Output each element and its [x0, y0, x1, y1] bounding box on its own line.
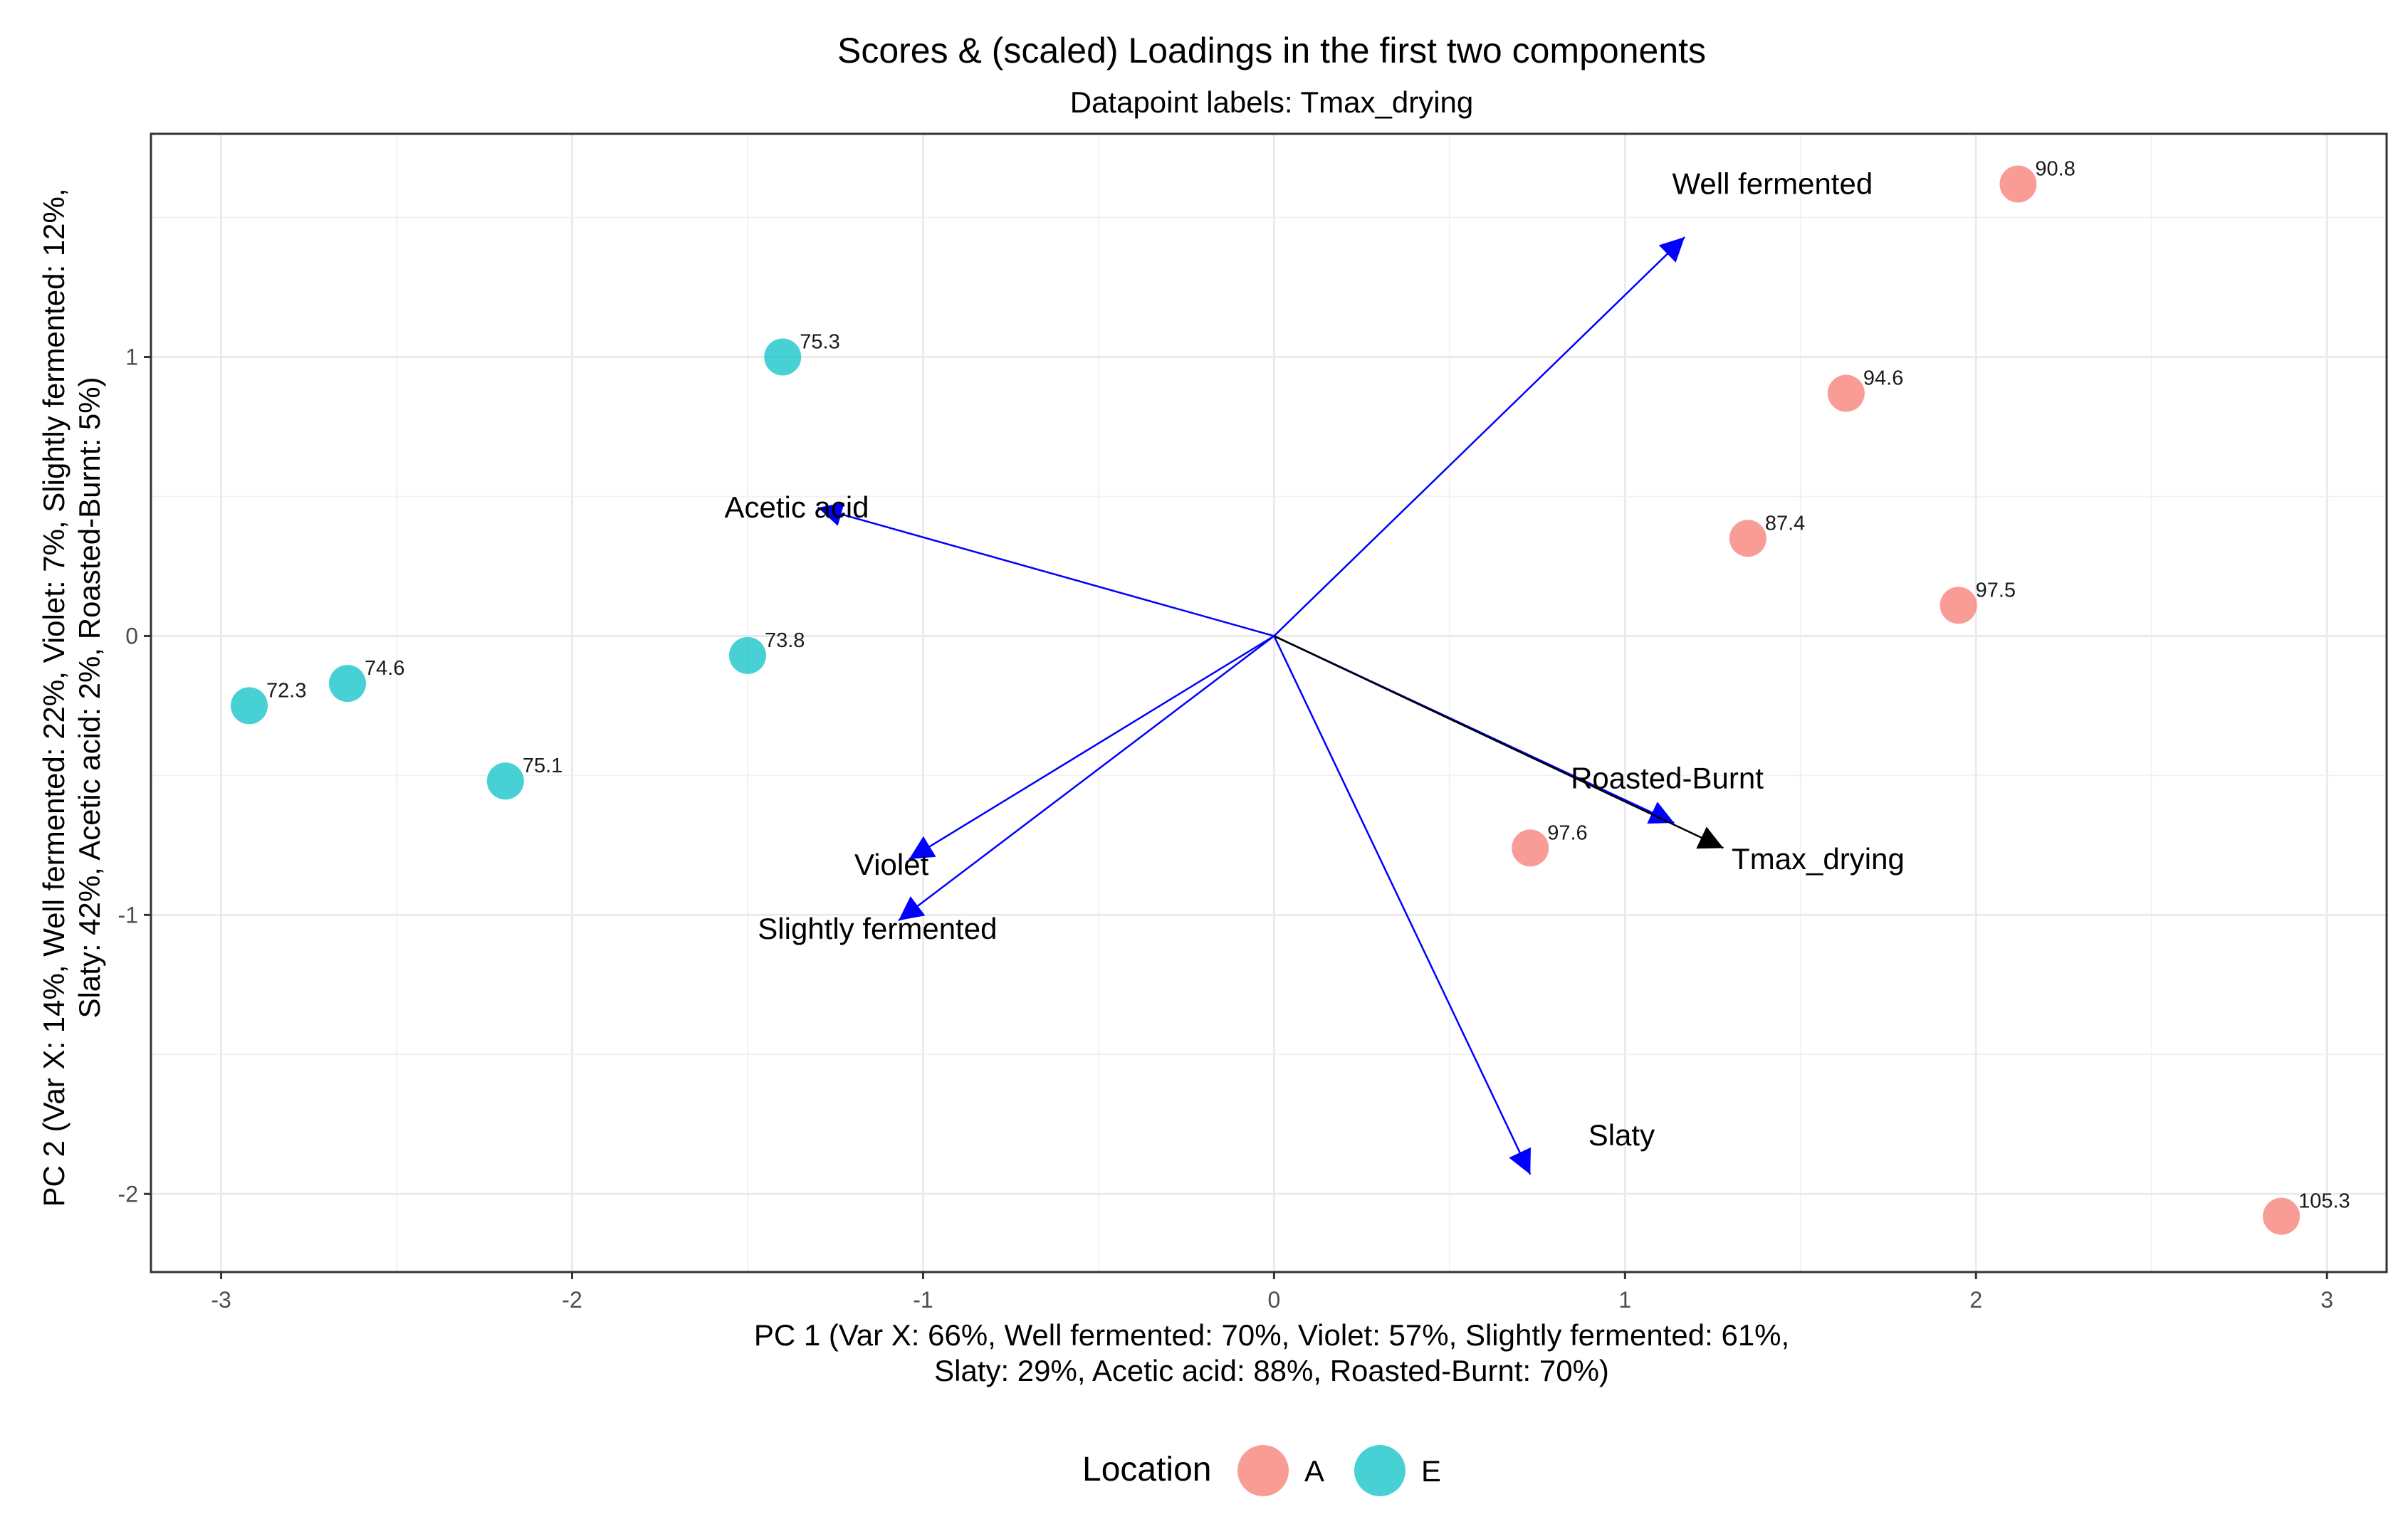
point-label: 94.6: [1863, 367, 1903, 389]
loading-vectors: Well fermented Acetic acid Violet Slightly …: [724, 167, 1905, 1175]
loading-arrow-line: [817, 506, 1274, 637]
x-tick-label: 2: [1969, 1287, 1982, 1313]
loading-label: Violet: [854, 848, 929, 881]
point-label: 97.6: [1547, 821, 1587, 844]
y-tick-label: 0: [125, 623, 138, 648]
y-axis-ticks: -2 -1 0 1: [118, 345, 151, 1207]
loading-label: Well fermented: [1672, 167, 1873, 201]
score-points: [231, 165, 2300, 1235]
loading-arrow-line: [1273, 635, 1532, 1175]
loading-slaty: Slaty: [1273, 635, 1655, 1175]
x-tick-label: -1: [913, 1287, 933, 1313]
x-axis-ticks: -3 -2 -1 0 1 2 3: [211, 1272, 2333, 1313]
chart-title: Scores & (scaled) Loadings in the first …: [837, 31, 1706, 70]
loading-well-fermented: Well fermented: [1273, 167, 1873, 637]
score-point-e: [764, 338, 802, 376]
y-tick-label: 1: [125, 345, 138, 370]
score-point-a: [1999, 165, 2037, 203]
score-point-a: [1940, 587, 1977, 624]
legend-key-a: [1237, 1445, 1289, 1496]
loading-arrow-head: [909, 836, 936, 859]
point-label: 72.3: [266, 679, 306, 702]
loading-label: Tmax_drying: [1732, 842, 1905, 876]
loading-label: Acetic acid: [724, 490, 869, 524]
loading-label: Roasted-Burnt: [1571, 761, 1764, 794]
loading-label: Slightly fermented: [758, 912, 997, 945]
loading-arrow-head: [817, 503, 844, 526]
loading-arrow-line: [1273, 236, 1685, 637]
legend-key-e: [1354, 1445, 1405, 1496]
grid-lines: [151, 134, 2387, 1272]
plot-border: [150, 132, 2388, 1273]
loading-arrow-line: [898, 635, 1275, 922]
x-tick-label: 0: [1267, 1287, 1280, 1313]
loading-slightly-fermented: Slightly fermented: [758, 635, 1275, 945]
y-axis-label-line-2: Slaty: 42%, Acetic acid: 2%, Roasted-Bur…: [73, 377, 106, 1018]
x-axis-label-line-1: PC 1 (Var X: 66%, Well fermented: 70%, V…: [754, 1318, 1789, 1352]
chart-subtitle: Datapoint labels: Tmax_drying: [1070, 85, 1474, 119]
loading-acetic-acid: Acetic acid: [724, 490, 1274, 637]
x-tick-label: -3: [211, 1287, 231, 1313]
point-label: 87.4: [1765, 512, 1805, 535]
score-point-a: [2263, 1197, 2300, 1235]
legend-title: Location: [1082, 1451, 1211, 1488]
loading-label: Slaty: [1588, 1118, 1655, 1152]
score-point-a: [1827, 374, 1865, 412]
plot-area: Well fermented Acetic acid Violet Slightly …: [150, 132, 2388, 1273]
legend-label-a: A: [1304, 1454, 1324, 1488]
loading-arrow-head: [1509, 1147, 1531, 1175]
x-axis-label-line-2: Slaty: 29%, Acetic acid: 88%, Roasted-Bu…: [934, 1354, 1609, 1387]
point-label: 75.1: [523, 755, 562, 777]
loading-arrow-head: [1647, 802, 1675, 824]
score-point-a: [1512, 829, 1549, 867]
loading-tmax-drying: Tmax_drying: [1273, 635, 1905, 876]
x-tick-label: -2: [562, 1287, 582, 1313]
loading-roasted-burnt: Roasted-Burnt: [1273, 635, 1764, 824]
loading-arrow-head: [898, 896, 926, 921]
score-point-e: [486, 762, 524, 800]
score-point-e: [231, 687, 268, 725]
y-axis-label-line-1: PC 2 (Var X: 14%, Well fermented: 22%, V…: [37, 188, 70, 1207]
legend-label-e: E: [1421, 1454, 1441, 1488]
x-axis-label: PC 1 (Var X: 66%, Well fermented: 70%, V…: [754, 1318, 1789, 1387]
loading-arrow-line: [1273, 635, 1724, 849]
point-label: 105.3: [2298, 1190, 2350, 1213]
y-tick-label: -2: [118, 1181, 138, 1207]
loading-arrow-head: [1658, 237, 1685, 263]
y-axis-label: PC 2 (Var X: 14%, Well fermented: 22%, V…: [37, 188, 106, 1207]
point-label: 73.8: [765, 629, 805, 652]
point-label: 74.6: [365, 657, 404, 680]
point-label: 97.5: [1976, 579, 2016, 601]
loading-arrow-line: [909, 635, 1275, 861]
score-point-a: [1729, 520, 1766, 557]
loading-arrow-head: [1696, 826, 1724, 849]
point-label: 90.8: [2035, 158, 2075, 181]
point-labels: 90.8 94.6 87.4 97.5 97.6 105.3 75.3 73.8 74.6 72.…: [266, 158, 2350, 1213]
point-label: 75.3: [800, 331, 839, 354]
loading-violet: Violet: [854, 635, 1275, 881]
score-point-e: [728, 636, 766, 674]
x-tick-label: 3: [2320, 1287, 2333, 1313]
x-tick-label: 1: [1618, 1287, 1631, 1313]
score-point-e: [329, 665, 367, 703]
y-tick-label: -1: [118, 902, 138, 928]
